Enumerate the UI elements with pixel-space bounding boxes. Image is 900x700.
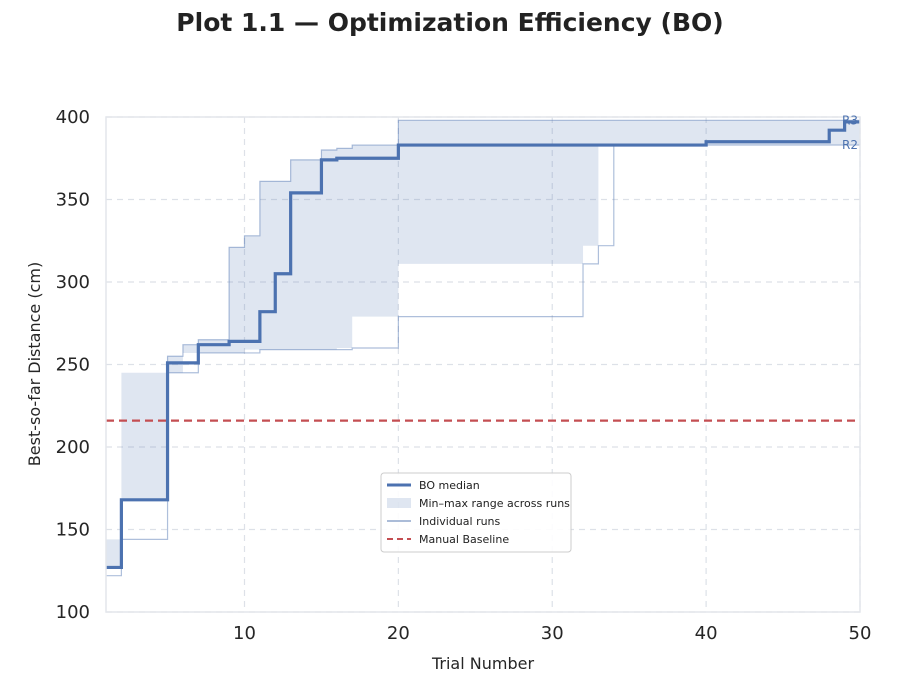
range-band-fill — [106, 120, 860, 576]
range-band — [106, 119, 860, 577]
x-tick-label: 10 — [233, 623, 256, 644]
y-tick-label: 150 — [56, 520, 90, 541]
y-tick-label: 350 — [56, 190, 90, 211]
y-tick-label: 400 — [56, 107, 90, 128]
legend: BO median Min–max range across runs Indivi… — [380, 472, 572, 553]
plot-frame — [105, 116, 861, 613]
range-lower-edge — [106, 144, 860, 577]
y-tick-label: 200 — [56, 437, 90, 458]
x-tick-label: 40 — [695, 623, 718, 644]
legend-label: Manual Baseline — [419, 533, 509, 546]
chart-title: Plot 1.1 — Optimization Efficiency (BO) — [176, 8, 724, 37]
y-tick-label: 100 — [56, 602, 90, 623]
series-lines — [106, 120, 860, 570]
range-upper-edge — [106, 119, 860, 569]
run-label-r2: R2 — [842, 138, 858, 152]
bo-median-line — [106, 120, 860, 570]
x-tick-label: 20 — [387, 623, 410, 644]
legend-label: Individual runs — [419, 515, 501, 528]
axes: 10 20 30 40 50 100 150 200 250 300 350 400 — [56, 107, 872, 644]
annotations: R3 R2 — [842, 113, 858, 152]
y-axis-label: Best-so-far Distance (cm) — [25, 262, 44, 466]
y-tick-label: 250 — [56, 355, 90, 376]
y-tick-label: 300 — [56, 272, 90, 293]
run-label-r3: R3 — [842, 113, 858, 127]
legend-label: Min–max range across runs — [419, 497, 570, 510]
legend-swatch-range — [387, 498, 411, 508]
x-tick-label: 30 — [541, 623, 564, 644]
x-axis-label: Trial Number — [431, 654, 534, 673]
x-tick-label: 50 — [849, 623, 872, 644]
legend-box — [380, 472, 572, 553]
grid — [106, 116, 861, 613]
legend-label: BO median — [419, 479, 480, 492]
